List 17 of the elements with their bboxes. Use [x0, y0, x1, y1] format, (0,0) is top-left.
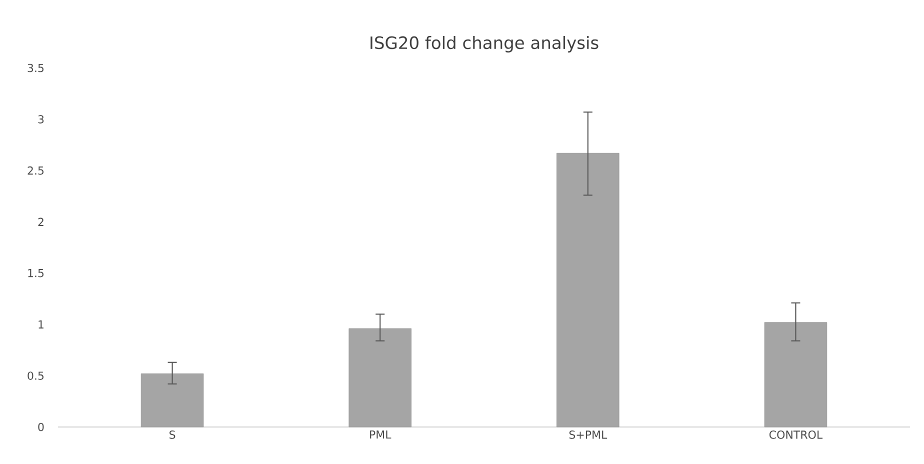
bar: [140, 373, 204, 428]
bar: [764, 322, 828, 428]
y-tick-label: 3: [38, 115, 44, 124]
x-tick-label: S+PML: [569, 430, 608, 439]
y-tick-label: 1.5: [28, 269, 44, 278]
y-tick-label: 1: [38, 320, 44, 328]
bar: [348, 328, 412, 428]
y-tick-label: 2: [38, 218, 44, 226]
y-tick-label: 2.5: [28, 166, 44, 175]
x-tick-label: S: [170, 430, 176, 439]
y-tick-label: 3.5: [28, 64, 44, 72]
x-tick-label: CONTROL: [769, 430, 823, 439]
bar: [556, 152, 620, 428]
y-tick-label: 0: [38, 422, 44, 432]
x-tick-label: PML: [370, 430, 392, 439]
chart-title: ISG20 fold change analysis: [370, 36, 598, 52]
y-tick-label: 0.5: [28, 372, 44, 380]
